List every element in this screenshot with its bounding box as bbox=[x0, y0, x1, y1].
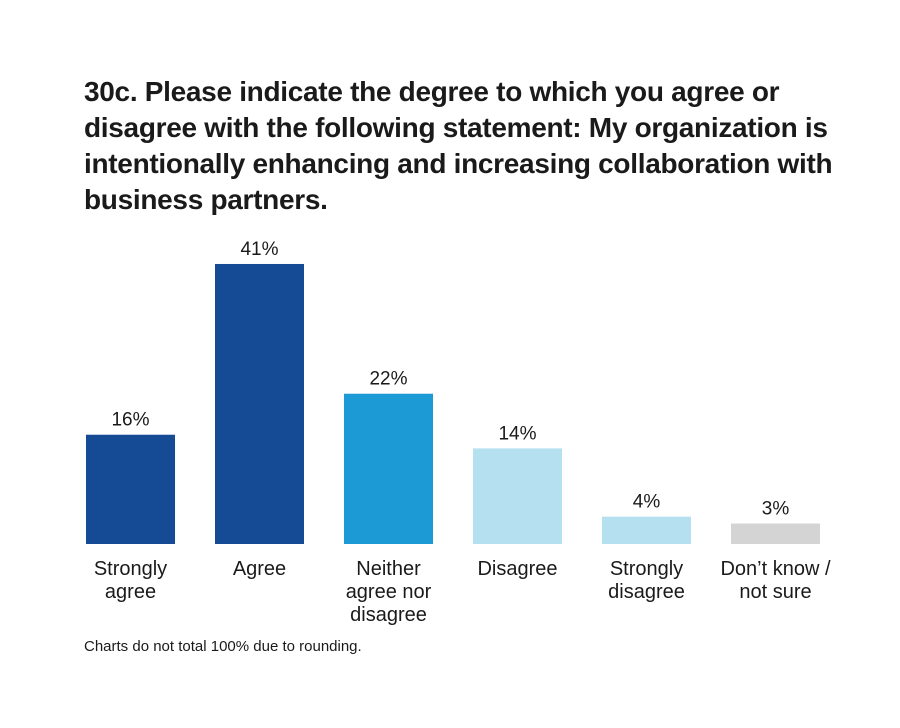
value-label-disagree: 14% bbox=[498, 423, 536, 444]
footnote: Charts do not total 100% due to rounding… bbox=[84, 638, 362, 655]
value-label-neither-agree-nor-disagree: 22% bbox=[369, 369, 407, 390]
category-label-strongly-agree: Strongly agree bbox=[94, 558, 167, 603]
category-label-neither-agree-nor-disagree: Neither agree nor disagree bbox=[346, 558, 432, 626]
bar-agree bbox=[215, 263, 304, 544]
category-label-agree: Agree bbox=[233, 558, 286, 580]
bar-strongly-agree bbox=[86, 434, 175, 544]
bar-don-t-know-not-sure bbox=[731, 523, 820, 544]
value-label-strongly-agree: 16% bbox=[111, 410, 149, 431]
category-label-disagree: Disagree bbox=[477, 558, 557, 580]
value-label-don-t-know-not-sure: 3% bbox=[762, 499, 790, 520]
category-label-strongly-disagree: Strongly disagree bbox=[608, 558, 685, 603]
category-label-don-t-know-not-sure: Don’t know / not sure bbox=[720, 558, 830, 603]
value-label-strongly-disagree: 4% bbox=[633, 492, 661, 513]
bar-neither-agree-nor-disagree bbox=[344, 393, 433, 544]
bar-disagree bbox=[473, 448, 562, 544]
chart-title: 30c. Please indicate the degree to which… bbox=[84, 76, 833, 215]
value-label-agree: 41% bbox=[240, 239, 278, 260]
bar-strongly-disagree bbox=[602, 516, 691, 544]
